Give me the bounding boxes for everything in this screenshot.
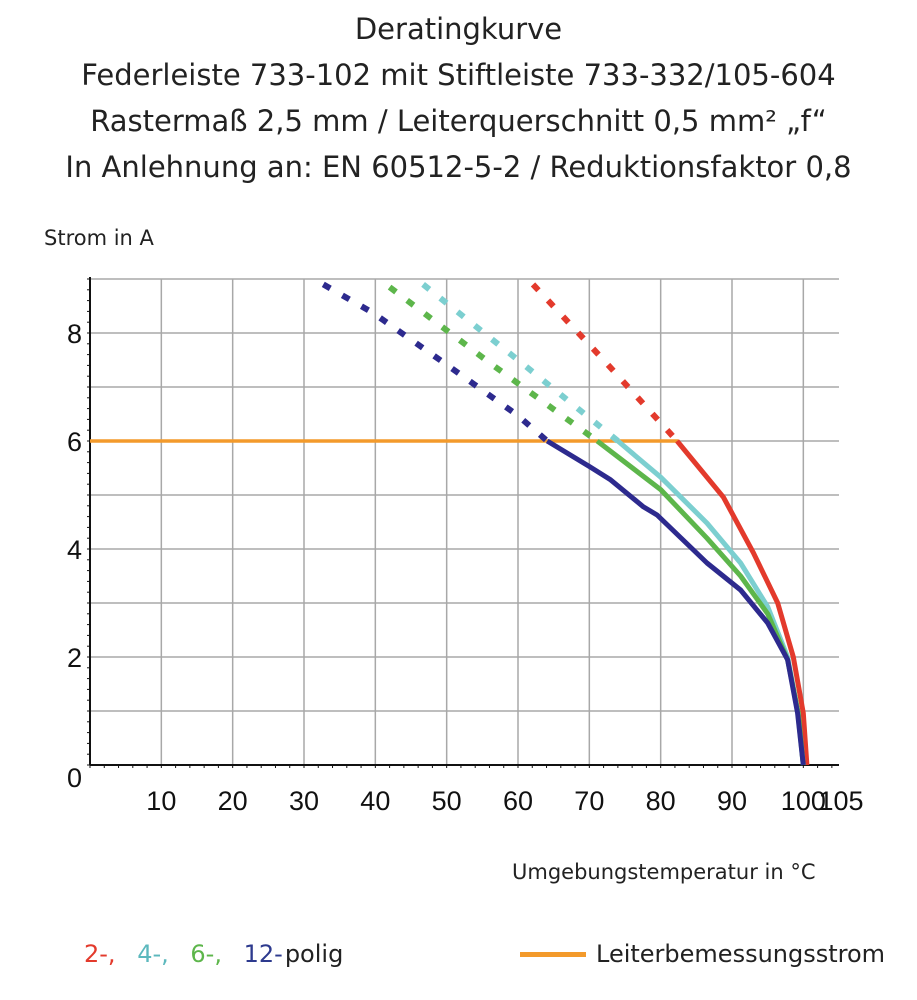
legend-swatch-orange bbox=[520, 951, 586, 957]
y-tick-label: 8 bbox=[67, 319, 82, 349]
x-tick-label: 90 bbox=[717, 786, 747, 816]
y-tick-label: 2 bbox=[67, 643, 82, 673]
legend-rated-current: Leiterbemessungsstrom bbox=[520, 940, 885, 968]
x-tick-label: 30 bbox=[289, 786, 319, 816]
series-6-polig-dashed bbox=[387, 284, 599, 444]
x-axis-label: Umgebungstemperatur in °C bbox=[512, 860, 816, 884]
series-12-polig-dashed bbox=[321, 281, 550, 444]
x-tick-label: 50 bbox=[432, 786, 462, 816]
legend-4-polig: 4-, bbox=[137, 940, 169, 968]
x-tick-label: 80 bbox=[646, 786, 676, 816]
legend-12-polig: 12- bbox=[243, 940, 283, 968]
title-line-2: Federleiste 733-102 mit Stiftleiste 733-… bbox=[81, 58, 836, 92]
legend-6-polig: 6-, bbox=[190, 940, 222, 968]
y-tick-label: 4 bbox=[67, 535, 82, 565]
x-tick-label: 10 bbox=[146, 786, 176, 816]
title-line-4: In Anlehnung an: EN 60512-5-2 / Reduktio… bbox=[65, 150, 852, 184]
chart-title: Deratingkurve Federleiste 733-102 mit St… bbox=[0, 6, 917, 190]
y-tick-label: 6 bbox=[67, 427, 82, 457]
x-tick-label: 40 bbox=[360, 786, 390, 816]
x-tick-label: 105 bbox=[818, 786, 863, 816]
y-tick-label: 0 bbox=[67, 763, 82, 793]
legend-poles: 2-, 4-, 6-, 12-polig bbox=[84, 940, 357, 968]
legend-polig-suffix: polig bbox=[284, 940, 344, 968]
series-12-polig-line bbox=[545, 438, 806, 766]
y-axis-label: Strom in A bbox=[44, 226, 154, 250]
legend-rated-current-label: Leiterbemessungsstrom bbox=[596, 940, 886, 968]
title-line-3: Rastermaß 2,5 mm / Leiterquerschnitt 0,5… bbox=[90, 104, 827, 138]
legend-2-polig: 2-, bbox=[84, 940, 116, 968]
x-tick-label: 20 bbox=[218, 786, 248, 816]
x-tick-label: 70 bbox=[574, 786, 604, 816]
title-line-1: Deratingkurve bbox=[354, 12, 563, 46]
x-tick-label: 60 bbox=[503, 786, 533, 816]
series-2-polig-dashed bbox=[530, 282, 680, 444]
x-tick-label: 100 bbox=[781, 786, 826, 816]
series-2-polig-line bbox=[675, 439, 810, 766]
